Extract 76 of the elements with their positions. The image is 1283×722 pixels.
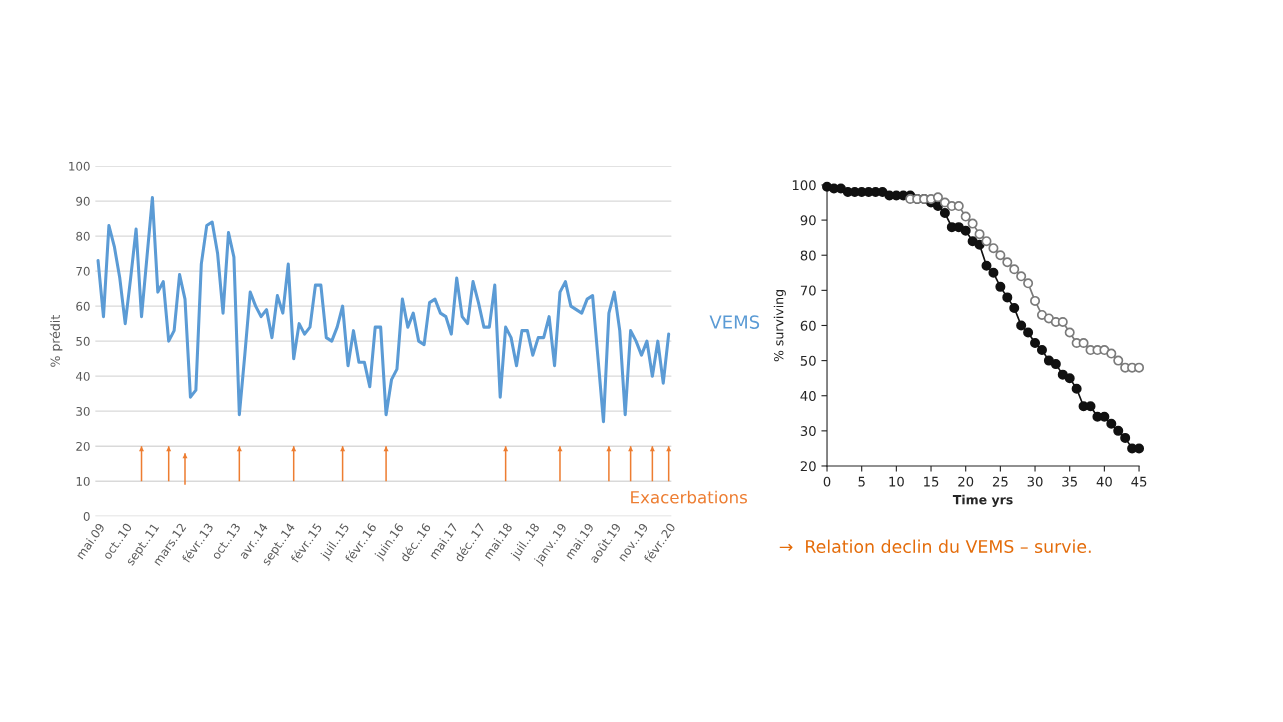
y-tick-label: 60: [800, 320, 816, 331]
y-tick-label: 0: [83, 511, 90, 521]
point: [939, 208, 950, 219]
point: [981, 236, 992, 247]
point: [1002, 292, 1013, 303]
point: [1036, 345, 1047, 356]
point: [988, 267, 999, 278]
point: [1106, 348, 1117, 359]
point: [960, 225, 971, 236]
point: [1036, 309, 1047, 320]
y-tick-label: 50: [76, 336, 90, 346]
x-tick-label: 20: [958, 476, 974, 487]
y-axis-title: % prédit: [49, 315, 63, 367]
point: [995, 281, 1006, 292]
point: [1134, 362, 1145, 373]
point: [1106, 418, 1117, 429]
text: → Relation declin du VEMS – survie.: [779, 539, 1091, 554]
y-tick-label: 70: [76, 266, 90, 276]
y-tick-label: 40: [76, 371, 90, 381]
y-tick-label: 30: [800, 426, 816, 437]
y-tick-label: 60: [76, 301, 90, 311]
point: [1134, 443, 1145, 454]
text: VEMS: [709, 315, 760, 329]
point: [1030, 295, 1041, 306]
point: [1113, 425, 1124, 436]
point: [1064, 373, 1075, 384]
point: [1002, 257, 1013, 268]
x-tick-label: 35: [1062, 476, 1077, 487]
point: [967, 218, 978, 229]
y-tick-label: 20: [76, 441, 90, 451]
point: [1030, 338, 1041, 349]
point: [967, 236, 978, 247]
point: [1009, 302, 1020, 313]
x-tick-label: 0: [823, 476, 831, 487]
point: [988, 243, 999, 254]
y-tick-label: 20: [800, 461, 816, 472]
series-label: Exacerbations: [631, 490, 747, 504]
point: [1023, 327, 1034, 338]
point: [995, 250, 1006, 261]
point: [1120, 432, 1131, 443]
y-axis-title: % surviving: [773, 290, 786, 362]
y-tick-label: 80: [800, 250, 816, 261]
x-tick-label: 30: [1027, 476, 1043, 487]
y-tick-label: 40: [800, 390, 816, 401]
x-tick-label: 45: [1131, 476, 1147, 487]
point: [1071, 383, 1082, 394]
point: [1064, 327, 1075, 338]
point: [1099, 411, 1110, 422]
y-tick-label: 30: [76, 406, 90, 416]
point: [974, 229, 985, 240]
y-tick-label: 100: [69, 161, 90, 171]
x-tick-label: 40: [1096, 476, 1112, 487]
x-axis-title: Time yrs: [952, 494, 1013, 507]
point: [1023, 278, 1034, 289]
point: [960, 211, 971, 222]
point: [953, 201, 964, 212]
x-tick-label: 25: [992, 476, 1008, 487]
line-series: [96, 196, 671, 424]
y-tick-label: 90: [800, 215, 816, 226]
point: [932, 192, 943, 203]
y-tick-label: 100: [792, 180, 816, 191]
x-tick-label: 15: [924, 476, 939, 487]
point: [1009, 264, 1020, 275]
point: [1016, 271, 1027, 282]
x-tick-label: 10: [889, 476, 904, 487]
point: [1078, 338, 1089, 349]
y-tick-label: 80: [76, 231, 90, 241]
point: [1113, 355, 1124, 366]
point: [1016, 320, 1027, 331]
y-tick-label: 90: [76, 196, 90, 206]
point: [1057, 316, 1068, 327]
y-tick-label: 50: [800, 355, 816, 366]
y-tick-label: 70: [800, 285, 816, 296]
x-tick-label: 5: [858, 476, 865, 487]
point: [1050, 359, 1061, 370]
point: [981, 260, 992, 271]
